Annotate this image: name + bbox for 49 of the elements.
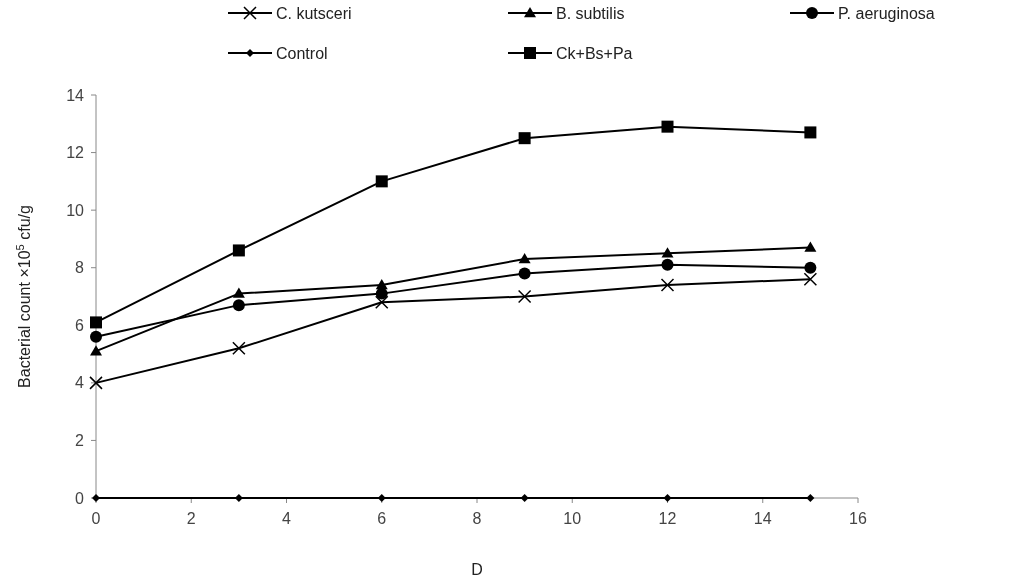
point <box>232 299 245 312</box>
point <box>661 247 674 258</box>
legend-label: B. subtilis <box>556 4 625 22</box>
point <box>232 287 245 298</box>
legend-label: C. kutsceri <box>276 4 352 22</box>
x-tick-label: 8 <box>472 510 482 527</box>
y-tick-label: 8 <box>75 259 85 277</box>
point <box>803 272 818 286</box>
point <box>90 316 102 329</box>
point <box>232 244 245 257</box>
y-tick-label: 14 <box>66 86 85 104</box>
point <box>90 330 102 343</box>
x-tick-label: 6 <box>377 510 387 527</box>
legend-label: Control <box>276 44 328 62</box>
x-tick-label: 4 <box>282 510 292 527</box>
legend-label: P. aeruginosa <box>838 4 935 22</box>
point <box>232 341 246 356</box>
point <box>804 241 817 252</box>
point <box>806 494 815 502</box>
y-tick-label: 0 <box>75 489 85 507</box>
x-axis-title: D <box>471 561 483 578</box>
y-tick-label: 2 <box>75 432 85 450</box>
y-tick-label: 4 <box>75 374 85 392</box>
x-tick-label: 2 <box>186 510 196 527</box>
point <box>518 253 531 264</box>
point <box>804 126 817 139</box>
point <box>90 345 102 356</box>
point <box>520 494 529 502</box>
x-tick-label: 14 <box>753 510 772 527</box>
point <box>518 132 531 145</box>
y-tick-label: 6 <box>75 316 85 334</box>
y-tick-label: 12 <box>66 144 85 162</box>
point <box>661 258 674 271</box>
legend-label: Ck+Bs+Pa <box>556 44 633 62</box>
point <box>375 175 388 188</box>
x-tick-label: 10 <box>563 510 582 527</box>
y-tick-label: 10 <box>66 201 85 219</box>
x-tick-label: 16 <box>849 510 867 527</box>
x-tick-label: 12 <box>658 510 677 527</box>
point <box>89 376 103 390</box>
x-tick-label: 0 <box>91 510 101 527</box>
point <box>517 289 532 304</box>
point <box>660 278 675 292</box>
point <box>375 295 389 310</box>
point <box>377 494 386 502</box>
point <box>804 261 817 274</box>
point <box>661 120 674 133</box>
point <box>518 267 531 280</box>
point <box>663 494 672 502</box>
